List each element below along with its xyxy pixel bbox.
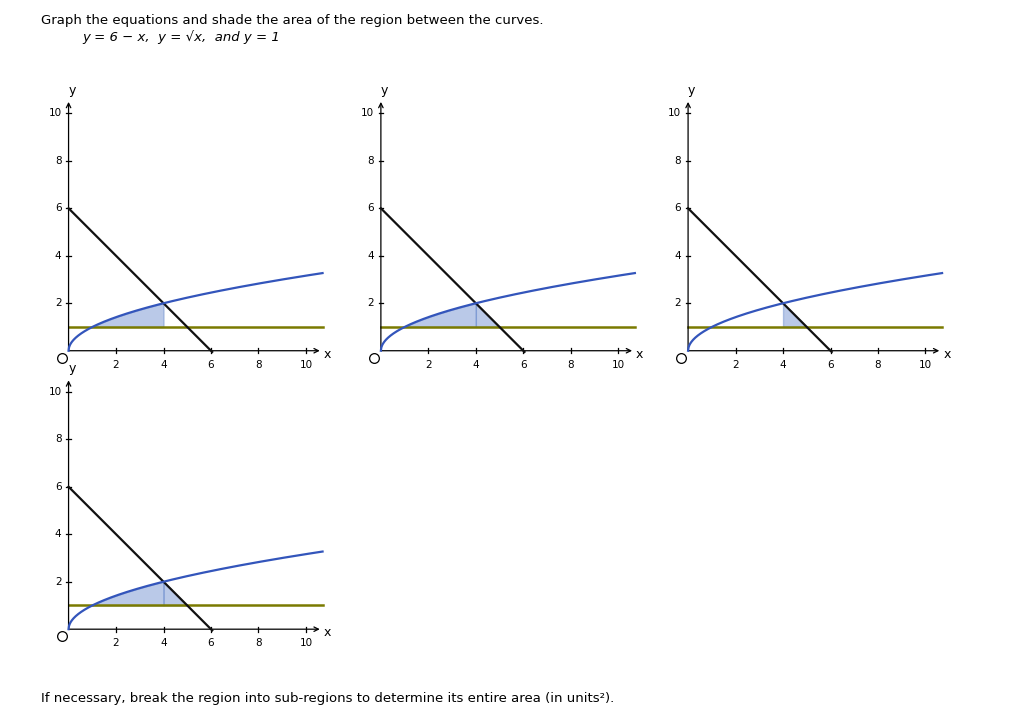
Text: 10: 10: [299, 638, 312, 648]
Text: y = 6 − x,  y = √x,  and y = 1: y = 6 − x, y = √x, and y = 1: [82, 31, 280, 44]
Text: 8: 8: [675, 156, 681, 166]
Text: y: y: [381, 84, 388, 96]
Text: 2: 2: [675, 298, 681, 308]
Text: 6: 6: [675, 203, 681, 213]
Text: 10: 10: [48, 109, 61, 119]
Text: 10: 10: [48, 387, 61, 397]
Text: 10: 10: [611, 360, 625, 370]
Text: 4: 4: [675, 251, 681, 261]
Text: 2: 2: [368, 298, 374, 308]
Text: 8: 8: [874, 360, 882, 370]
Text: y: y: [688, 84, 695, 96]
Text: 10: 10: [360, 109, 374, 119]
Text: 4: 4: [160, 360, 167, 370]
Text: 6: 6: [368, 203, 374, 213]
Text: 2: 2: [113, 360, 120, 370]
Text: 2: 2: [425, 360, 432, 370]
Text: x: x: [324, 626, 331, 639]
Text: 2: 2: [732, 360, 739, 370]
Text: 6: 6: [208, 638, 214, 648]
Text: 10: 10: [299, 360, 312, 370]
Text: 8: 8: [55, 156, 61, 166]
Text: 4: 4: [779, 360, 786, 370]
Text: 10: 10: [668, 109, 681, 119]
Text: 2: 2: [55, 298, 61, 308]
Text: y: y: [69, 362, 76, 375]
Text: 8: 8: [368, 156, 374, 166]
Text: 8: 8: [567, 360, 574, 370]
Text: 6: 6: [55, 482, 61, 492]
Text: 6: 6: [208, 360, 214, 370]
Text: 4: 4: [55, 251, 61, 261]
Text: 10: 10: [919, 360, 932, 370]
Text: If necessary, break the region into sub-regions to determine its entire area (in: If necessary, break the region into sub-…: [41, 692, 614, 705]
Text: 4: 4: [160, 638, 167, 648]
Text: 6: 6: [55, 203, 61, 213]
Text: 4: 4: [55, 529, 61, 539]
Text: 8: 8: [55, 434, 61, 444]
Text: y: y: [69, 84, 76, 96]
Text: 8: 8: [255, 638, 262, 648]
Text: x: x: [943, 348, 950, 361]
Text: x: x: [324, 348, 331, 361]
Text: Graph the equations and shade the area of the region between the curves.: Graph the equations and shade the area o…: [41, 14, 544, 27]
Text: 4: 4: [368, 251, 374, 261]
Text: 6: 6: [520, 360, 526, 370]
Text: x: x: [636, 348, 643, 361]
Text: 6: 6: [827, 360, 834, 370]
Text: 2: 2: [113, 638, 120, 648]
Text: 4: 4: [472, 360, 479, 370]
Text: 2: 2: [55, 577, 61, 587]
Text: 8: 8: [255, 360, 262, 370]
